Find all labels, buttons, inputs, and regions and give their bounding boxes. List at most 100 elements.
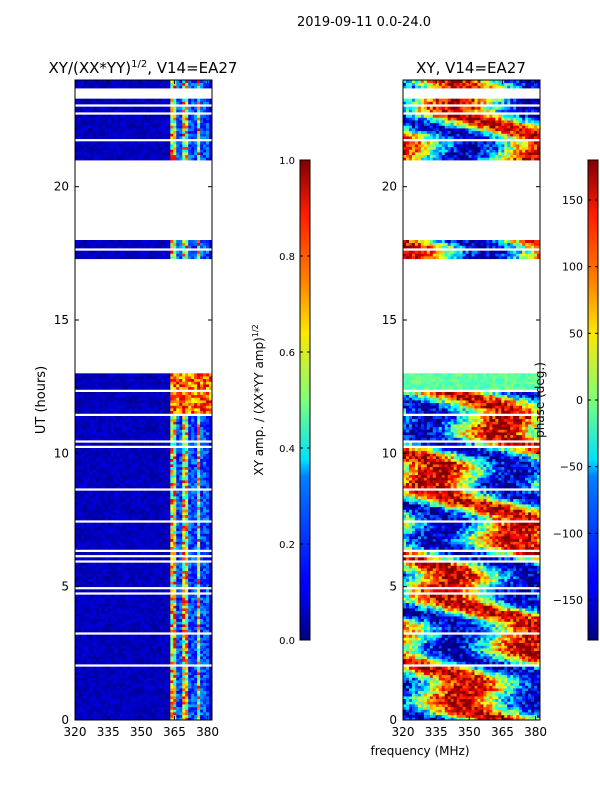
heatmap-cell bbox=[146, 400, 150, 404]
heatmap-cell bbox=[122, 490, 127, 494]
heatmap-cell bbox=[92, 469, 97, 473]
heatmap-cell bbox=[92, 618, 97, 622]
heatmap-cell bbox=[98, 448, 103, 452]
heatmap-cell bbox=[179, 709, 183, 713]
heatmap-cell bbox=[209, 458, 212, 462]
heatmap-cell bbox=[101, 568, 106, 572]
heatmap-cell bbox=[143, 629, 147, 633]
heatmap-cell bbox=[182, 581, 186, 585]
heatmap-cell bbox=[173, 618, 177, 622]
heatmap-cell bbox=[152, 530, 156, 534]
heatmap-cell bbox=[197, 552, 201, 556]
heatmap-cell bbox=[119, 600, 124, 604]
heatmap-cell bbox=[113, 509, 118, 513]
heatmap-cell bbox=[110, 666, 115, 670]
heatmap-cell bbox=[110, 512, 115, 516]
heatmap-cell bbox=[104, 696, 109, 700]
heatmap-cell bbox=[86, 677, 91, 681]
heatmap-cell bbox=[185, 669, 189, 673]
heatmap-cell bbox=[209, 493, 212, 497]
heatmap-cell bbox=[116, 584, 121, 588]
heatmap-cell bbox=[146, 581, 150, 585]
heatmap-cell bbox=[86, 480, 91, 484]
heatmap-cell bbox=[179, 514, 183, 518]
heatmap-cell bbox=[143, 637, 147, 641]
heatmap-cell bbox=[149, 400, 153, 404]
heatmap-cell bbox=[140, 677, 144, 681]
heatmap-cell bbox=[191, 402, 195, 406]
heatmap-cell bbox=[200, 485, 204, 489]
heatmap-cell bbox=[170, 576, 174, 580]
heatmap-cell bbox=[122, 416, 127, 420]
heatmap-cell bbox=[75, 621, 79, 625]
heatmap-cell bbox=[110, 506, 115, 510]
heatmap-cell bbox=[125, 605, 130, 609]
heatmap-cell bbox=[182, 490, 186, 494]
heatmap-cell bbox=[152, 685, 156, 689]
heatmap-cell bbox=[203, 696, 207, 700]
heatmap-cell bbox=[140, 608, 144, 612]
heatmap-cell bbox=[149, 525, 153, 529]
heatmap-cell bbox=[143, 717, 147, 720]
heatmap-cell bbox=[75, 472, 79, 476]
heatmap-cell bbox=[149, 533, 153, 537]
heatmap-cell bbox=[92, 661, 97, 665]
heatmap-cell bbox=[83, 637, 88, 641]
heatmap-cell bbox=[155, 426, 159, 430]
heatmap-cell bbox=[137, 525, 141, 529]
heatmap-cell bbox=[209, 509, 212, 513]
heatmap-cell bbox=[128, 504, 132, 508]
heatmap-cell bbox=[137, 717, 141, 720]
heatmap-cell bbox=[137, 426, 141, 430]
heatmap-cell bbox=[89, 514, 94, 518]
heatmap-cell bbox=[149, 661, 153, 665]
heatmap-cell bbox=[176, 618, 180, 622]
heatmap-cell bbox=[194, 402, 198, 406]
heatmap-cell bbox=[173, 405, 177, 409]
heatmap-cell bbox=[80, 717, 85, 720]
heatmap-cell bbox=[197, 522, 201, 526]
heatmap-cell bbox=[77, 397, 82, 401]
heatmap-cell bbox=[122, 453, 127, 457]
heatmap-cell bbox=[83, 482, 88, 486]
heatmap-cell bbox=[110, 544, 115, 548]
heatmap-cell bbox=[158, 570, 162, 574]
heatmap-cell bbox=[188, 530, 192, 534]
heatmap-cell bbox=[77, 600, 82, 604]
heatmap-cell bbox=[107, 640, 112, 644]
heatmap-cell bbox=[170, 682, 174, 686]
heatmap-cell bbox=[101, 576, 106, 580]
heatmap-cell bbox=[107, 448, 112, 452]
heatmap-cell bbox=[80, 578, 85, 582]
heatmap-cell bbox=[158, 442, 162, 446]
heatmap-cell bbox=[173, 709, 177, 713]
heatmap-cell bbox=[179, 637, 183, 641]
heatmap-cell bbox=[80, 685, 85, 689]
heatmap-cell bbox=[194, 613, 198, 617]
heatmap-cell bbox=[101, 530, 106, 534]
heatmap-cell bbox=[95, 693, 100, 697]
heatmap-cell bbox=[122, 421, 127, 425]
heatmap-cell bbox=[194, 701, 198, 705]
heatmap-cell bbox=[155, 506, 159, 510]
heatmap-cell bbox=[86, 594, 91, 598]
heatmap-cell bbox=[170, 466, 174, 470]
heatmap-cell bbox=[107, 650, 112, 654]
heatmap-cell bbox=[206, 576, 210, 580]
heatmap-cell bbox=[116, 405, 121, 409]
heatmap-cell bbox=[131, 568, 135, 572]
heatmap-cell bbox=[113, 709, 118, 713]
heatmap-cell bbox=[155, 528, 159, 532]
heatmap-cell bbox=[95, 421, 100, 425]
heatmap-cell bbox=[122, 432, 127, 436]
heatmap-cell bbox=[203, 512, 207, 516]
heatmap-cell bbox=[170, 514, 174, 518]
heatmap-cell bbox=[170, 416, 174, 420]
heatmap-cell bbox=[143, 429, 147, 433]
heatmap-cell bbox=[140, 400, 144, 404]
heatmap-cell bbox=[209, 450, 212, 454]
heatmap-cell bbox=[179, 682, 183, 686]
heatmap-cell bbox=[140, 461, 144, 465]
heatmap-cell bbox=[209, 426, 212, 430]
heatmap-cell bbox=[152, 584, 156, 588]
